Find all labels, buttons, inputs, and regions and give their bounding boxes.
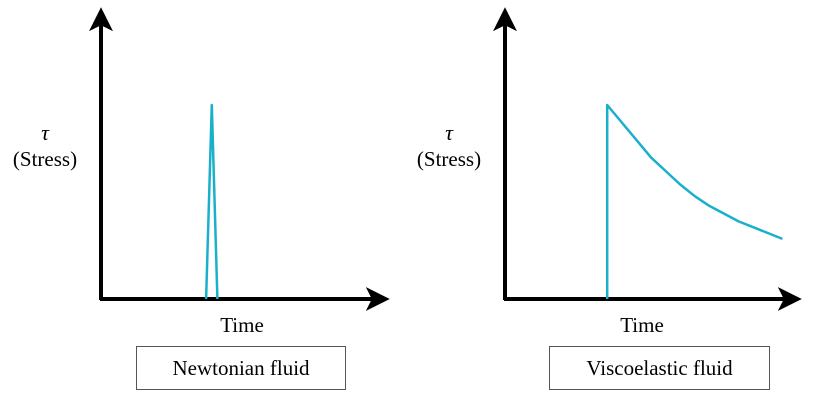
viscoelastic-xlabel: Time bbox=[620, 313, 664, 337]
newtonian-xlabel: Time bbox=[220, 313, 264, 337]
newtonian-ylabel: (Stress) bbox=[13, 147, 77, 171]
viscoelastic-ylabel: (Stress) bbox=[417, 147, 481, 171]
newtonian-ylabel-symbol: τ bbox=[41, 120, 50, 145]
newtonian-stress-line-0 bbox=[204, 103, 219, 300]
newtonian-caption-box: Newtonian fluid bbox=[136, 346, 346, 390]
viscoelastic-ylabel-symbol: τ bbox=[445, 120, 454, 145]
viscoelastic-stress-line-0 bbox=[605, 103, 783, 299]
viscoelastic-caption-box: Viscoelastic fluid bbox=[549, 346, 770, 390]
